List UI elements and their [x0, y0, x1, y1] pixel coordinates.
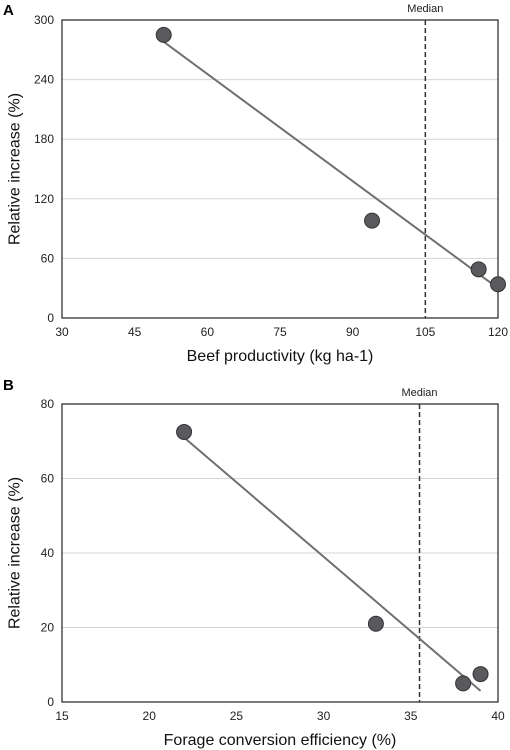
panel-letter: A — [3, 2, 14, 19]
x-tick-label: 25 — [230, 709, 244, 723]
data-point — [455, 675, 472, 692]
data-point — [364, 212, 381, 229]
x-tick-label: 30 — [317, 709, 331, 723]
y-tick-label: 300 — [34, 13, 54, 27]
y-tick-label: 0 — [47, 311, 54, 325]
x-axis-label: Forage conversion efficiency (%) — [164, 732, 397, 749]
trendline — [183, 436, 482, 692]
y-tick-label: 0 — [47, 695, 54, 709]
x-tick-label: 120 — [488, 325, 508, 339]
y-tick-label: 120 — [34, 192, 54, 206]
panel-b: 0 20 40 60 80 15 20 25 30 35 40 Forage conversion e… — [3, 377, 505, 749]
y-axis-label: Relative increase (%) — [7, 93, 24, 245]
y-tick-label: 20 — [41, 621, 55, 635]
x-axis-label: Beef productivity (kg ha-1) — [187, 348, 374, 365]
plot-frame — [61, 19, 499, 319]
y-tick-label: 60 — [41, 472, 55, 486]
y-tick-label: 40 — [41, 546, 55, 560]
x-tick-label: 105 — [415, 325, 435, 339]
y-tick-label: 60 — [41, 251, 55, 265]
x-tick-label: 20 — [143, 709, 157, 723]
x-tick-label: 35 — [404, 709, 418, 723]
x-tick-label: 40 — [491, 709, 505, 723]
panel-letter: B — [3, 377, 14, 394]
data-point — [155, 26, 172, 43]
data-point — [367, 615, 384, 632]
x-tick-label: 45 — [128, 325, 142, 339]
median-label: Median — [407, 3, 443, 15]
data-point — [490, 276, 506, 293]
x-tick-label: 15 — [55, 709, 69, 723]
x-tick-label: 75 — [273, 325, 287, 339]
x-tick-label: 90 — [346, 325, 360, 339]
data-point — [472, 666, 489, 683]
data-point — [470, 261, 487, 278]
median-label: Median — [401, 387, 437, 399]
y-axis-label: Relative increase (%) — [7, 477, 24, 629]
x-tick-label: 60 — [201, 325, 215, 339]
plot-frame — [61, 403, 499, 703]
y-tick-label: 80 — [41, 397, 55, 411]
panel-a: 0 60 120 180 240 300 30 45 60 75 90 105 120 Beef prod… — [3, 2, 508, 365]
x-tick-label: 30 — [55, 325, 69, 339]
data-point — [176, 423, 193, 440]
y-tick-label: 180 — [34, 132, 54, 146]
trendline — [163, 41, 499, 290]
y-tick-label: 240 — [34, 73, 54, 87]
